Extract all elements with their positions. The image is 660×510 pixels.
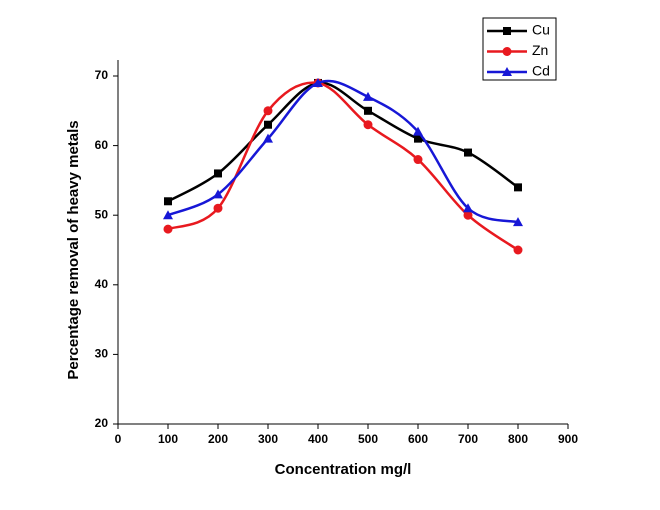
data-point xyxy=(363,120,373,130)
x-tick-label: 0 xyxy=(115,432,122,446)
y-tick-label: 70 xyxy=(95,68,109,82)
legend-marker xyxy=(503,27,511,35)
data-point xyxy=(213,203,223,213)
series-line xyxy=(167,81,519,252)
x-tick-label: 200 xyxy=(208,432,228,446)
series-line xyxy=(167,79,519,224)
data-point xyxy=(213,189,223,199)
data-point xyxy=(264,120,272,129)
y-axis-title: Percentage removal of heavy metals xyxy=(65,120,82,379)
y-tick-label: 20 xyxy=(95,416,109,430)
data-point xyxy=(214,169,222,178)
data-point xyxy=(464,148,472,157)
data-point xyxy=(463,203,473,213)
x-tick-label: 900 xyxy=(558,432,578,446)
x-tick-label: 100 xyxy=(158,432,178,446)
legend-marker xyxy=(502,47,512,56)
x-tick-label: 500 xyxy=(358,432,378,446)
legend-label: Zn xyxy=(532,42,548,58)
data-point xyxy=(513,217,523,227)
x-tick-label: 800 xyxy=(508,432,528,446)
data-point xyxy=(164,197,172,206)
legend: Cu Zn Cd xyxy=(482,17,557,81)
x-tick-label: 700 xyxy=(458,432,478,446)
data-point xyxy=(163,210,173,220)
data-point xyxy=(263,106,273,116)
x-tick-label: 600 xyxy=(408,432,428,446)
legend-label: Cu xyxy=(532,22,550,38)
data-point xyxy=(413,126,423,136)
data-point xyxy=(463,210,473,220)
x-tick-label: 400 xyxy=(308,432,328,446)
data-point xyxy=(413,155,423,165)
x-axis-title: Concentration mg/l xyxy=(275,461,412,478)
y-tick-label: 30 xyxy=(95,347,109,361)
data-point xyxy=(263,133,273,143)
data-point xyxy=(313,77,323,87)
y-tick-label: 50 xyxy=(95,207,109,221)
data-point xyxy=(513,245,523,255)
legend-marker xyxy=(502,67,512,76)
legend-box xyxy=(482,17,557,81)
x-tick-label: 300 xyxy=(258,432,278,446)
data-point xyxy=(514,183,522,192)
y-tick-label: 60 xyxy=(95,138,109,152)
legend-label: Cd xyxy=(532,63,550,79)
series-line xyxy=(167,81,519,203)
data-point xyxy=(414,134,422,143)
data-point xyxy=(363,91,373,101)
data-point xyxy=(364,106,372,115)
y-tick-label: 40 xyxy=(95,277,109,291)
data-point xyxy=(163,224,173,234)
